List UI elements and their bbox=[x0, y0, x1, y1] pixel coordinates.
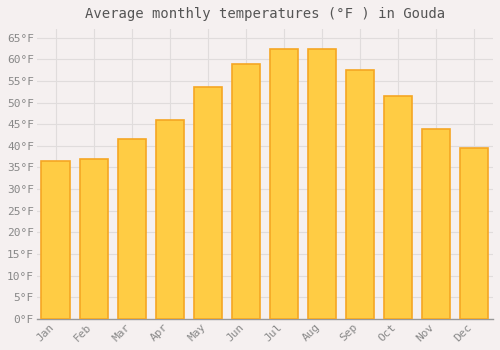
Bar bbox=[194, 88, 222, 319]
Bar bbox=[384, 96, 412, 319]
Bar bbox=[270, 49, 298, 319]
Bar bbox=[80, 159, 108, 319]
Bar bbox=[422, 128, 450, 319]
Bar bbox=[232, 64, 260, 319]
Bar bbox=[460, 148, 488, 319]
Title: Average monthly temperatures (°F ) in Gouda: Average monthly temperatures (°F ) in Go… bbox=[85, 7, 445, 21]
Bar bbox=[42, 161, 70, 319]
Bar bbox=[308, 49, 336, 319]
Bar bbox=[156, 120, 184, 319]
Bar bbox=[346, 70, 374, 319]
Bar bbox=[118, 139, 146, 319]
